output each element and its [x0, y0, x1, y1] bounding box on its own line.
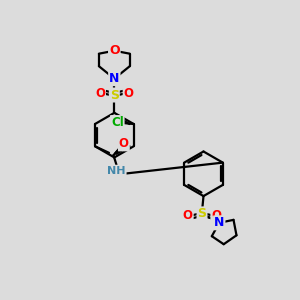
- Text: O: O: [124, 87, 134, 100]
- Text: O: O: [183, 209, 193, 222]
- Text: N: N: [109, 72, 119, 85]
- Text: NH: NH: [107, 166, 126, 176]
- Text: S: S: [197, 207, 206, 220]
- Text: O: O: [119, 137, 129, 150]
- Text: N: N: [214, 216, 224, 229]
- Text: Cl: Cl: [111, 116, 124, 129]
- Text: O: O: [109, 44, 120, 57]
- Text: O: O: [211, 209, 221, 222]
- Text: O: O: [95, 87, 105, 100]
- Text: S: S: [110, 88, 119, 101]
